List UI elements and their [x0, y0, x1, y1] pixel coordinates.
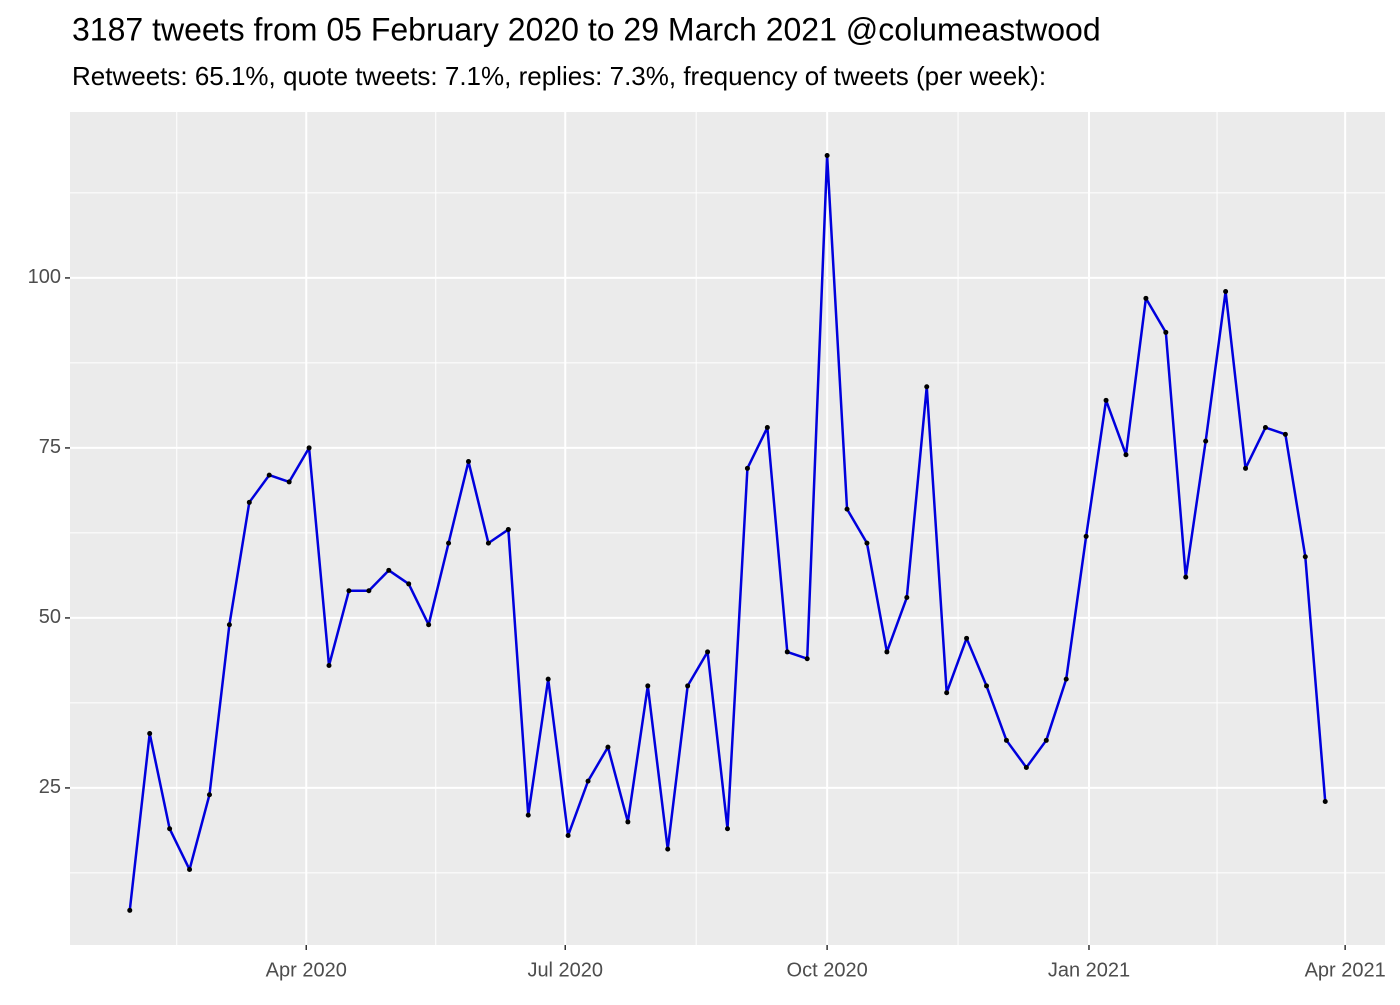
data-point: [167, 826, 173, 832]
data-point: [1302, 554, 1308, 560]
chart-title: 3187 tweets from 05 February 2020 to 29 …: [72, 11, 1101, 47]
data-point: [884, 649, 890, 655]
data-point: [1143, 295, 1149, 301]
data-point: [127, 907, 133, 913]
data-point: [585, 778, 591, 784]
data-point: [246, 499, 252, 505]
data-point: [346, 588, 352, 594]
data-point: [685, 683, 691, 689]
data-point: [1023, 765, 1029, 771]
data-point: [465, 459, 471, 465]
data-point: [1083, 533, 1089, 539]
data-point: [784, 649, 790, 655]
data-point: [1063, 676, 1069, 682]
data-point: [1203, 438, 1209, 444]
x-tick-label: Jul 2020: [527, 959, 603, 981]
data-point: [804, 656, 810, 662]
data-point: [226, 622, 232, 628]
data-point: [187, 867, 193, 873]
data-point: [824, 153, 830, 159]
data-point: [1223, 289, 1229, 295]
x-tick-label: Oct 2020: [787, 959, 868, 981]
data-point: [944, 690, 950, 696]
data-point: [1262, 425, 1268, 431]
data-point: [525, 812, 531, 818]
data-point: [605, 744, 611, 750]
data-point: [1163, 329, 1169, 335]
data-point: [645, 683, 651, 689]
x-tick-label: Apr 2020: [266, 959, 347, 981]
data-point: [764, 425, 770, 431]
data-point: [326, 663, 332, 669]
data-point: [964, 635, 970, 641]
data-point: [665, 846, 671, 852]
data-point: [306, 445, 312, 451]
data-point: [386, 567, 392, 573]
x-tick-label: Jan 2021: [1048, 959, 1130, 981]
data-point: [904, 595, 910, 601]
y-tick-label: 50: [39, 606, 61, 628]
data-point: [1003, 737, 1009, 743]
data-point: [744, 465, 750, 471]
data-point: [725, 826, 730, 832]
data-point: [286, 479, 292, 485]
data-point: [705, 649, 711, 655]
data-point: [1322, 799, 1328, 805]
data-point: [406, 581, 412, 587]
y-tick-label: 100: [28, 266, 61, 288]
data-point: [147, 731, 153, 737]
data-point: [1043, 737, 1049, 743]
data-point: [1123, 452, 1129, 458]
data-point: [545, 676, 551, 682]
data-point: [1183, 574, 1189, 580]
data-point: [505, 527, 511, 533]
data-point: [485, 540, 491, 546]
data-point: [266, 472, 272, 478]
data-point: [984, 683, 990, 689]
y-tick-label: 75: [39, 436, 61, 458]
data-point: [924, 384, 930, 390]
data-point: [1282, 431, 1288, 437]
data-point: [446, 540, 452, 546]
data-point: [565, 833, 571, 839]
x-tick-label: Apr 2021: [1305, 959, 1386, 981]
data-point: [625, 819, 631, 825]
chart-subtitle: Retweets: 65.1%, quote tweets: 7.1%, rep…: [72, 61, 1046, 91]
data-point: [1243, 465, 1249, 471]
data-point: [366, 588, 372, 594]
data-point: [206, 792, 212, 798]
data-point: [1103, 397, 1109, 403]
y-tick-label: 25: [39, 776, 61, 798]
data-point: [844, 506, 850, 512]
data-point: [426, 622, 432, 628]
data-point: [864, 540, 870, 546]
